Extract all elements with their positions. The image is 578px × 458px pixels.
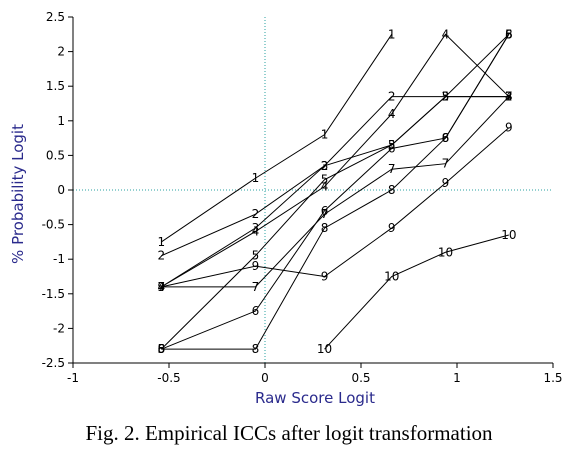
point-marker-5: 5	[505, 27, 513, 41]
point-marker-1: 1	[321, 128, 329, 142]
y-tick-label: 2.5	[46, 10, 65, 24]
point-marker-6: 6	[157, 342, 165, 356]
point-marker-9: 9	[442, 176, 450, 190]
y-tick-label: 0	[57, 183, 65, 197]
point-marker-5: 5	[442, 90, 450, 104]
point-marker-8: 8	[252, 342, 260, 356]
series-line-10	[324, 234, 509, 350]
y-tick-label: 1.5	[46, 79, 65, 93]
point-marker-8: 8	[442, 131, 450, 145]
y-tick-label: 0.5	[46, 148, 65, 162]
point-marker-5: 5	[321, 173, 329, 187]
point-marker-6: 6	[388, 141, 396, 155]
point-marker-4: 4	[252, 225, 260, 239]
point-marker-1: 1	[388, 27, 396, 41]
point-marker-2: 2	[157, 249, 165, 263]
ticks: -1 -0.5 0 0.5 1 1.5 -2.5 -2 -1.5 -1 -0.5 0 0.5 1 1.5 2 2…	[42, 10, 563, 385]
point-marker-4: 4	[442, 27, 450, 41]
y-tick-label: 1	[57, 114, 65, 128]
point-marker-2: 2	[388, 90, 396, 104]
point-marker-2: 2	[252, 207, 260, 221]
point-marker-10: 10	[384, 270, 399, 284]
point-marker-6: 6	[505, 27, 513, 41]
series-line-5	[160, 33, 510, 350]
point-marker-5: 5	[388, 138, 396, 152]
point-marker-8: 8	[157, 342, 165, 356]
point-marker-7: 7	[505, 90, 513, 104]
x-axis-title: Raw Score Logit	[255, 389, 375, 407]
point-marker-9: 9	[321, 270, 329, 284]
figure-caption: Fig. 2. Empirical ICCs after logit trans…	[85, 421, 493, 445]
point-marker-1: 1	[252, 171, 260, 185]
point-marker-4: 4	[505, 90, 513, 104]
y-tick-label: -1.5	[42, 287, 65, 301]
point-marker-3: 3	[157, 280, 165, 294]
point-marker-4: 4	[157, 280, 165, 294]
point-marker-4: 4	[388, 107, 396, 121]
point-marker-2: 2	[505, 90, 513, 104]
series-line-4	[161, 33, 510, 288]
point-marker-8: 8	[388, 183, 396, 197]
point-marker-5: 5	[252, 249, 260, 263]
point-marker-3: 3	[321, 159, 329, 173]
point-marker-9: 9	[252, 259, 260, 273]
y-axis-title: % Probability Logit	[9, 124, 27, 264]
point-marker-10: 10	[317, 342, 332, 356]
point-marker-4: 4	[321, 180, 329, 194]
x-tick-label: 0.5	[351, 371, 370, 385]
series-line-8	[161, 34, 510, 350]
x-tick-label: 1.5	[543, 371, 562, 385]
point-marker-7: 7	[442, 157, 450, 171]
point-marker-3: 3	[442, 90, 450, 104]
point-marker-2: 2	[442, 90, 450, 104]
point-marker-6: 6	[442, 131, 450, 145]
point-marker-8: 8	[321, 221, 329, 235]
series-line-6	[161, 34, 510, 350]
point-marker-7: 7	[157, 280, 165, 294]
point-marker-2: 2	[321, 159, 329, 173]
point-marker-9: 9	[157, 280, 165, 294]
point-marker-7: 7	[321, 207, 329, 221]
y-tick-label: 2	[57, 45, 65, 59]
x-tick-label: -0.5	[157, 371, 180, 385]
point-marker-1: 1	[157, 235, 165, 249]
point-marker-9: 9	[505, 121, 513, 135]
x-tick-label: 1	[453, 371, 461, 385]
series-line-9	[161, 127, 510, 288]
point-marker-10: 10	[501, 228, 516, 242]
point-marker-5: 5	[157, 342, 165, 356]
series-line-7	[161, 96, 510, 288]
point-marker-7: 7	[388, 162, 396, 176]
point-marker-3: 3	[388, 138, 396, 152]
point-marker-9: 9	[388, 221, 396, 235]
x-tick-label: -1	[67, 371, 79, 385]
x-tick-label: 0	[261, 371, 269, 385]
y-tick-label: -1	[53, 252, 65, 266]
point-marker-3: 3	[505, 90, 513, 104]
point-marker-10: 10	[438, 245, 453, 259]
series-lines	[160, 33, 510, 350]
point-marker-8: 8	[505, 27, 513, 41]
y-tick-label: -0.5	[42, 218, 65, 232]
series-line-3	[161, 96, 509, 288]
reference-lines	[73, 17, 553, 363]
point-marker-3: 3	[252, 221, 260, 235]
point-marker-6: 6	[321, 204, 329, 218]
point-marker-6: 6	[252, 304, 260, 318]
y-tick-label: -2.5	[42, 356, 65, 370]
y-tick-label: -2	[53, 321, 65, 335]
point-marker-7: 7	[252, 280, 260, 294]
series-line-1	[161, 34, 393, 243]
